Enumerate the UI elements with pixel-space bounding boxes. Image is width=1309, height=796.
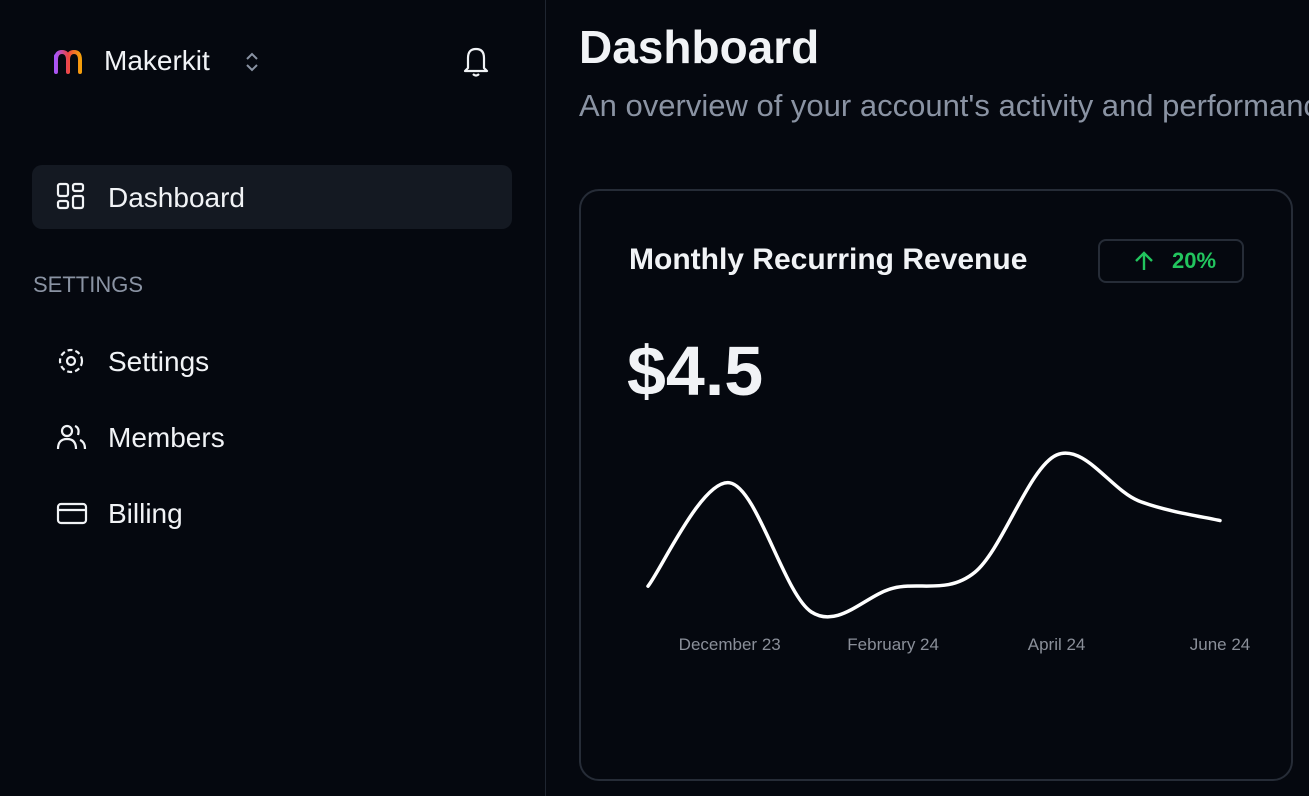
nav-label: Settings [108, 346, 210, 377]
card-title: Monthly Recurring Revenue [629, 243, 1028, 276]
nav-item-active[interactable]: Dashboard [32, 165, 512, 229]
brand-switch-icon[interactable] [242, 50, 262, 74]
nav-label: Billing [108, 498, 183, 529]
trend-value: 20% [1172, 248, 1217, 273]
nav-item[interactable]: Billing [32, 481, 512, 545]
brand-name[interactable]: Makerkit [104, 45, 210, 76]
dashboard-icon [56, 182, 85, 210]
nav-item[interactable]: Members [32, 405, 512, 469]
members-icon [56, 424, 87, 450]
section-label: SETTINGS [33, 272, 144, 297]
page-subtitle: An overview of your account's activity a… [579, 88, 1309, 123]
sidebar: Makerkit Dashboard SETTINGS Settings Mem… [0, 0, 546, 796]
metric-value: $4.5 [627, 332, 764, 410]
settings-icon [58, 348, 84, 374]
brand-logo [54, 49, 82, 74]
card: Monthly Recurring Revenue 20% $4.5 [579, 189, 1293, 781]
page-title: Dashboard [579, 21, 820, 73]
trend-arrow [1135, 251, 1153, 270]
notifications-icon[interactable] [460, 44, 492, 78]
nav-label: Dashboard [108, 182, 245, 213]
trend-badge: 20% [1098, 239, 1244, 283]
billing-icon [56, 502, 88, 525]
nav-item[interactable]: Settings [32, 329, 512, 393]
nav-label: Members [108, 422, 225, 453]
main: Dashboard An overview of your account's … [546, 0, 1309, 796]
